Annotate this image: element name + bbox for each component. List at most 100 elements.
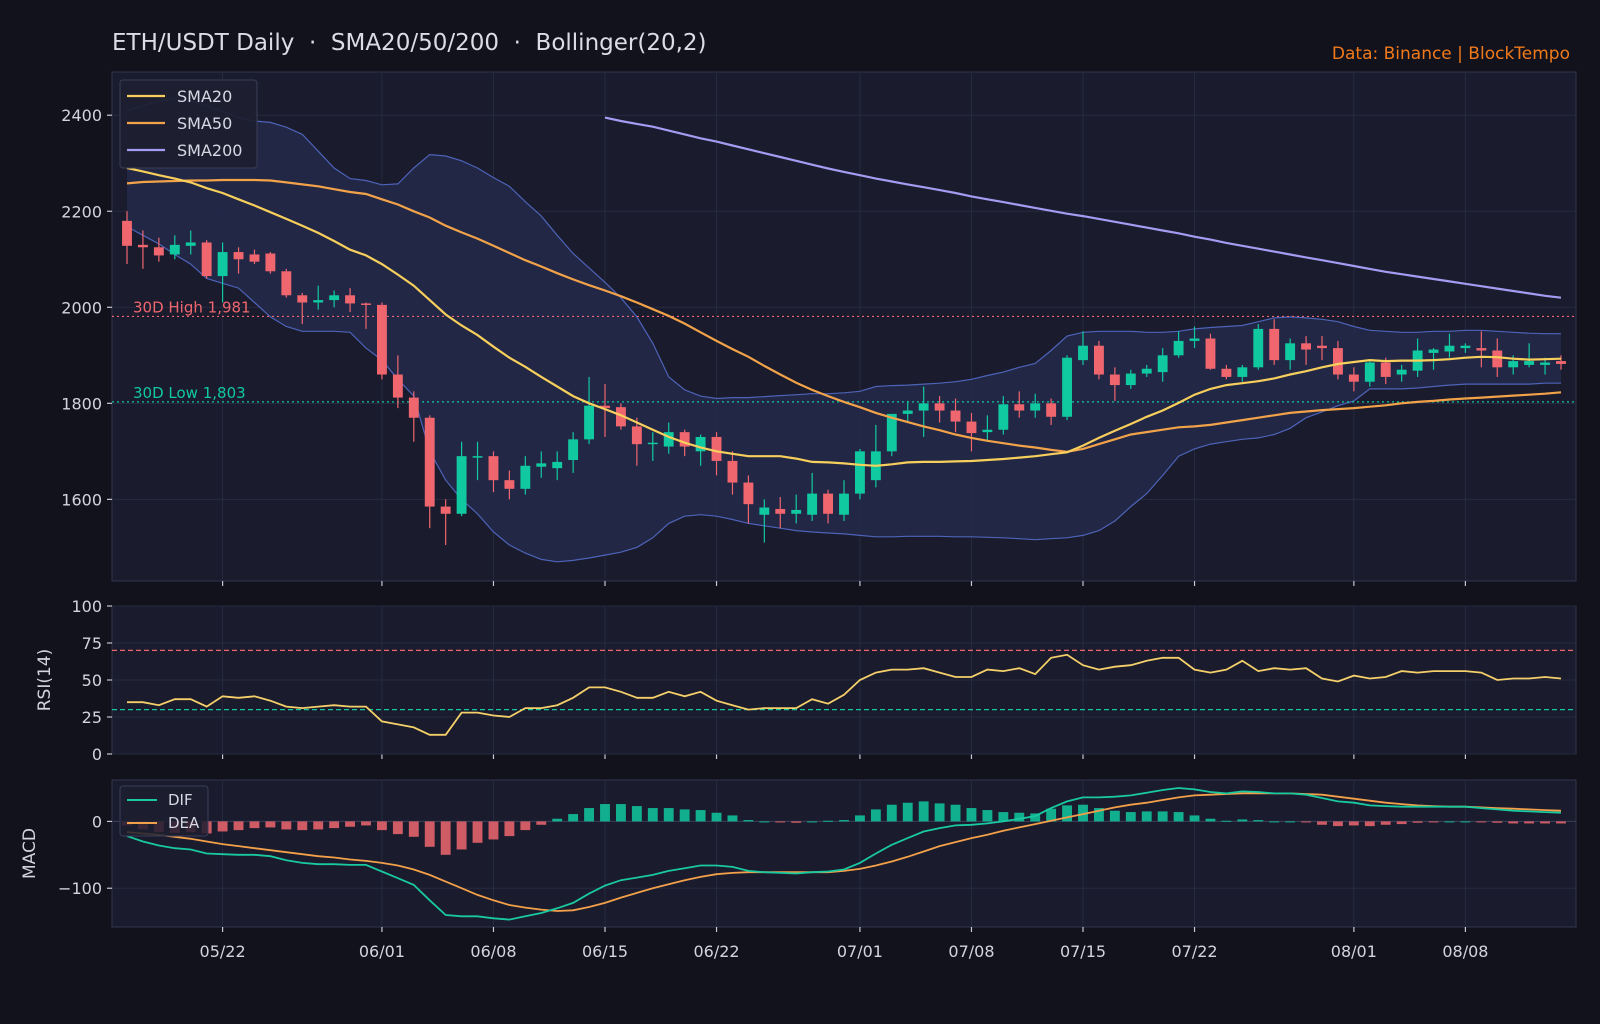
candle-body bbox=[1189, 338, 1200, 341]
candle-body bbox=[392, 374, 403, 398]
candle-body bbox=[1317, 345, 1327, 349]
macd-histogram-bar bbox=[1444, 821, 1455, 823]
macd-histogram-bar bbox=[854, 815, 865, 822]
candle-body bbox=[1125, 373, 1136, 386]
candle-body bbox=[1014, 404, 1025, 411]
candle-body bbox=[950, 410, 961, 422]
macd-histogram-bar bbox=[918, 801, 929, 822]
candle-body bbox=[902, 410, 913, 414]
macd-y-tick-label: −100 bbox=[58, 879, 102, 898]
macd-histogram-bar bbox=[743, 820, 754, 822]
macd-histogram-bar bbox=[584, 808, 595, 822]
macd-histogram-bar bbox=[504, 821, 515, 837]
candle-body bbox=[631, 426, 642, 445]
sma50-line bbox=[126, 178, 1562, 453]
bollinger-upper-line bbox=[126, 97, 1561, 400]
macd-histogram-bar bbox=[902, 802, 913, 822]
candle-body bbox=[169, 244, 180, 255]
rsi-y-tick-label: 50 bbox=[82, 671, 102, 690]
candle-body bbox=[345, 295, 356, 304]
candle-body bbox=[122, 220, 132, 246]
candle-body bbox=[1109, 374, 1120, 386]
macd-histogram-bar bbox=[440, 821, 451, 855]
candle-body bbox=[1428, 349, 1439, 353]
macd-histogram-bar bbox=[1109, 810, 1120, 822]
macd-histogram-bar bbox=[488, 821, 499, 840]
candle-body bbox=[998, 404, 1009, 430]
macd-histogram-bar bbox=[1332, 821, 1343, 827]
candle-body bbox=[1524, 361, 1535, 365]
candle-body bbox=[408, 397, 419, 418]
candle-body bbox=[759, 507, 770, 515]
macd-histogram-bar bbox=[1412, 821, 1423, 823]
candle-body bbox=[695, 436, 706, 452]
macd-histogram-bar bbox=[791, 821, 802, 823]
candle-body bbox=[1492, 350, 1503, 368]
candle-body bbox=[249, 254, 260, 262]
macd-histogram-bar bbox=[1157, 811, 1168, 822]
candle-body bbox=[201, 242, 212, 277]
macd-histogram-bar bbox=[1014, 812, 1025, 822]
macd-histogram-bar bbox=[1348, 821, 1359, 826]
candle-body bbox=[1253, 328, 1264, 368]
macd-histogram-bar bbox=[408, 821, 419, 837]
candle-body bbox=[1141, 368, 1152, 374]
rsi-y-tick-label: 75 bbox=[82, 634, 102, 653]
macd-histogram-bar bbox=[1030, 813, 1041, 822]
macd-histogram-bar bbox=[472, 821, 483, 843]
macd-histogram-bar bbox=[807, 821, 818, 823]
candle-body bbox=[137, 244, 148, 248]
candle-body bbox=[679, 432, 690, 447]
candle-body bbox=[153, 247, 164, 256]
macd-histogram-bar bbox=[1125, 812, 1136, 822]
low-30d-label: 30D Low 1,803 bbox=[133, 384, 246, 402]
candle-body bbox=[329, 295, 340, 301]
macd-histogram-bar bbox=[392, 821, 403, 835]
dif-line bbox=[126, 787, 1562, 921]
macd-histogram-bar bbox=[217, 821, 228, 832]
macd-histogram-bar bbox=[711, 812, 722, 822]
candle-body bbox=[1221, 368, 1232, 377]
macd-histogram-bar bbox=[1221, 820, 1232, 822]
candle-body bbox=[1508, 361, 1519, 368]
macd-histogram-bar bbox=[1237, 819, 1248, 822]
candle-body bbox=[185, 242, 196, 246]
rsi-line bbox=[127, 653, 1562, 736]
macd-histogram-bar bbox=[663, 808, 674, 822]
macd-histogram-bar bbox=[1364, 821, 1375, 827]
candle-body bbox=[233, 252, 244, 260]
candle-body bbox=[1396, 369, 1407, 375]
rsi-y-tick-label: 25 bbox=[82, 708, 102, 727]
macd-histogram-bar bbox=[966, 808, 977, 822]
chart-title: ETH/USDT Daily · SMA20/50/200 · Bollinge… bbox=[112, 30, 707, 56]
candle-body bbox=[1540, 362, 1551, 365]
x-tick-label: 06/08 bbox=[470, 942, 516, 961]
macd-histogram-bar bbox=[1380, 821, 1391, 825]
macd-histogram-bar bbox=[1460, 821, 1471, 823]
candle-body bbox=[265, 253, 276, 272]
macd-histogram-bar bbox=[536, 821, 547, 825]
candle-body bbox=[1093, 345, 1104, 375]
candle-body bbox=[1078, 345, 1088, 361]
macd-histogram-bar bbox=[265, 821, 276, 828]
macd-histogram-bar bbox=[1301, 821, 1312, 823]
candle-body bbox=[886, 413, 897, 452]
candle-body bbox=[727, 460, 738, 483]
x-tick-label: 06/15 bbox=[582, 942, 628, 961]
macd-histogram-bar bbox=[1141, 811, 1152, 822]
macd-histogram-bar bbox=[1524, 821, 1535, 824]
candle-body bbox=[615, 407, 626, 427]
x-tick-label: 08/01 bbox=[1331, 942, 1377, 961]
data-source-label: Data: Binance | BlockTempo bbox=[1331, 44, 1570, 64]
macd-histogram-bar bbox=[297, 821, 308, 831]
macd-histogram-bar bbox=[1428, 821, 1439, 823]
x-tick-label: 07/01 bbox=[837, 942, 883, 961]
candle-body bbox=[1476, 348, 1487, 351]
price-y-tick-label: 2000 bbox=[61, 298, 102, 317]
macd-histogram-bar bbox=[568, 814, 579, 822]
macd-histogram-bar bbox=[631, 806, 642, 822]
candle-body bbox=[775, 508, 786, 514]
candle-body bbox=[823, 493, 834, 514]
price-y-tick-label: 1800 bbox=[61, 394, 102, 413]
candle-body bbox=[1269, 328, 1280, 361]
